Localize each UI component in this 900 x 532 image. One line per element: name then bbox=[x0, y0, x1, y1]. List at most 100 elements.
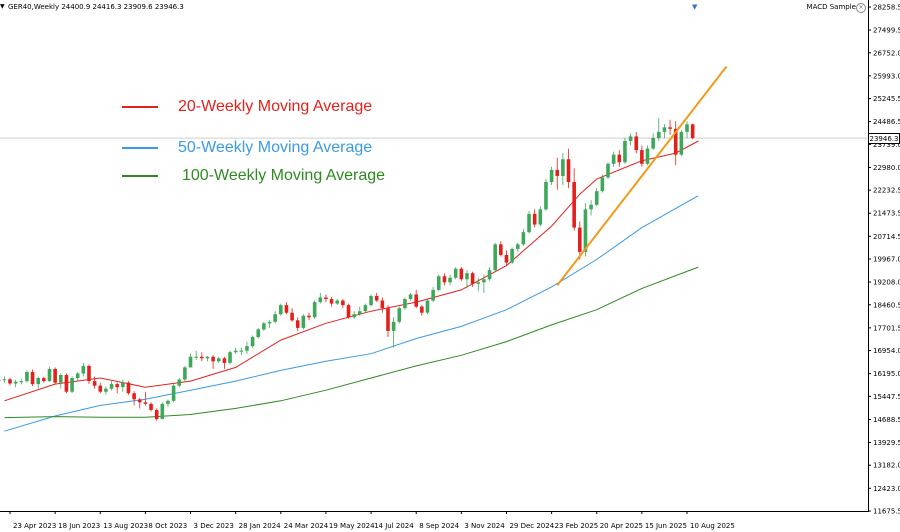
candle-up bbox=[369, 295, 373, 306]
candle-down bbox=[329, 299, 334, 304]
y-tick-label: 12423.0 bbox=[873, 485, 900, 493]
candle-down bbox=[673, 128, 678, 155]
candle-up bbox=[662, 127, 667, 132]
candle-down bbox=[126, 382, 131, 394]
close-indicator-icon[interactable]: × bbox=[856, 3, 866, 13]
x-tick-label: 24 Mar 2024 bbox=[284, 522, 329, 530]
symbol-info: GER40,Weekly 24400.9 24416.3 23909.6 239… bbox=[8, 3, 184, 11]
x-tick-label: 8 Sep 2024 bbox=[419, 522, 459, 530]
y-tick-label: 14688.5 bbox=[873, 416, 900, 424]
candle-down bbox=[459, 268, 464, 280]
candle-up bbox=[515, 244, 520, 249]
indicator-name: MACD Sample bbox=[806, 3, 856, 11]
y-tick-label: 17701.5 bbox=[873, 324, 900, 332]
candle-up bbox=[403, 299, 407, 309]
candle-up bbox=[25, 371, 29, 382]
candle-down bbox=[504, 254, 509, 263]
x-tick-label: 23 Apr 2023 bbox=[13, 522, 56, 530]
candle-up bbox=[109, 384, 114, 389]
candle-down bbox=[8, 379, 12, 384]
candle-up bbox=[250, 337, 255, 347]
candle-down bbox=[42, 378, 46, 382]
candle-up bbox=[544, 182, 548, 210]
candle-down bbox=[640, 150, 644, 164]
candle-up bbox=[679, 131, 684, 155]
candle-up bbox=[589, 204, 593, 210]
candle-down bbox=[307, 315, 311, 318]
candle-up bbox=[397, 308, 402, 322]
ma20-line bbox=[4, 140, 699, 402]
candle-down bbox=[324, 297, 328, 300]
x-tick-label: 3 Nov 2024 bbox=[464, 522, 505, 530]
candle-down bbox=[290, 312, 294, 321]
y-tick-label: 15447.5 bbox=[873, 393, 900, 401]
candle-up bbox=[19, 381, 24, 383]
x-tick-label: 19 May 2024 bbox=[329, 522, 375, 530]
candle-up bbox=[600, 177, 605, 192]
y-tick-label: 23739.0 bbox=[873, 141, 900, 149]
candle-down bbox=[200, 356, 204, 359]
candle-down bbox=[442, 276, 447, 283]
candle-up bbox=[611, 154, 616, 164]
y-tick-label: 25245.5 bbox=[873, 95, 900, 103]
candle-up bbox=[58, 375, 63, 383]
candle-up bbox=[357, 311, 362, 315]
legend-item-ma100: 100-Weekly Moving Average bbox=[122, 167, 385, 185]
y-tick-label: 22232.5 bbox=[873, 187, 900, 195]
candle-down bbox=[499, 244, 503, 255]
candle-up bbox=[431, 289, 435, 301]
legend-item-ma50: 50-Weekly Moving Average bbox=[122, 139, 372, 157]
candle-up bbox=[425, 300, 430, 313]
y-tick-label: 16195.0 bbox=[873, 370, 900, 378]
legend-item-ma20: 20-Weekly Moving Average bbox=[122, 98, 372, 116]
x-tick-label: 28 Jan 2024 bbox=[239, 522, 282, 530]
candle-up bbox=[408, 294, 413, 300]
candle-up bbox=[335, 300, 340, 304]
y-tick-label: 13182.0 bbox=[873, 462, 900, 470]
legend-swatch-ma50 bbox=[122, 147, 158, 149]
symbol-dropdown-icon[interactable]: ▼ bbox=[0, 3, 5, 10]
legend-label-ma100: 100-Weekly Moving Average bbox=[182, 167, 386, 184]
x-tick-label: 18 Jun 2023 bbox=[58, 522, 100, 530]
candle-up bbox=[177, 379, 182, 386]
candle-up bbox=[245, 346, 249, 351]
x-tick-label: 8 Oct 2023 bbox=[148, 522, 187, 530]
candle-down bbox=[211, 356, 215, 362]
x-tick-label: 29 Dec 2024 bbox=[509, 522, 554, 530]
candle-down bbox=[578, 227, 582, 252]
candle-up bbox=[391, 321, 396, 331]
candle-down bbox=[341, 300, 345, 306]
chart-shift-marker-icon[interactable]: ▼ bbox=[692, 3, 698, 11]
x-tick-label: 23 Feb 2025 bbox=[555, 522, 599, 530]
candle-down bbox=[617, 154, 622, 163]
y-tick-label: 22980.0 bbox=[873, 164, 900, 172]
candle-up bbox=[487, 270, 492, 280]
candle-down bbox=[414, 294, 418, 307]
candle-up bbox=[453, 268, 458, 278]
candle-up bbox=[228, 352, 232, 363]
candle-up bbox=[685, 124, 689, 132]
y-tick-label: 19967.0 bbox=[873, 256, 900, 264]
candle-up bbox=[623, 140, 627, 163]
candle-down bbox=[566, 159, 571, 183]
y-tick-label: 19208.0 bbox=[873, 279, 900, 287]
candle-up bbox=[352, 314, 356, 318]
candle-up bbox=[267, 321, 272, 324]
candle-up bbox=[521, 232, 526, 245]
candle-down bbox=[143, 402, 148, 404]
y-tick-label: 11675.5 bbox=[873, 508, 900, 516]
ma50-line bbox=[4, 195, 699, 432]
candle-up bbox=[81, 365, 86, 374]
candle-up bbox=[2, 379, 7, 381]
y-tick-label: 20714.5 bbox=[873, 233, 900, 241]
candle-up bbox=[171, 385, 176, 401]
candle-up bbox=[183, 367, 187, 380]
candle-up bbox=[166, 400, 170, 404]
candle-up bbox=[465, 273, 469, 280]
candle-down bbox=[137, 399, 142, 403]
candle-up bbox=[448, 277, 452, 283]
legend-label-ma20: 20-Weekly Moving Average bbox=[178, 98, 373, 115]
x-tick-label: 20 Apr 2025 bbox=[600, 522, 643, 530]
x-tick-label: 15 Jun 2025 bbox=[645, 522, 687, 530]
